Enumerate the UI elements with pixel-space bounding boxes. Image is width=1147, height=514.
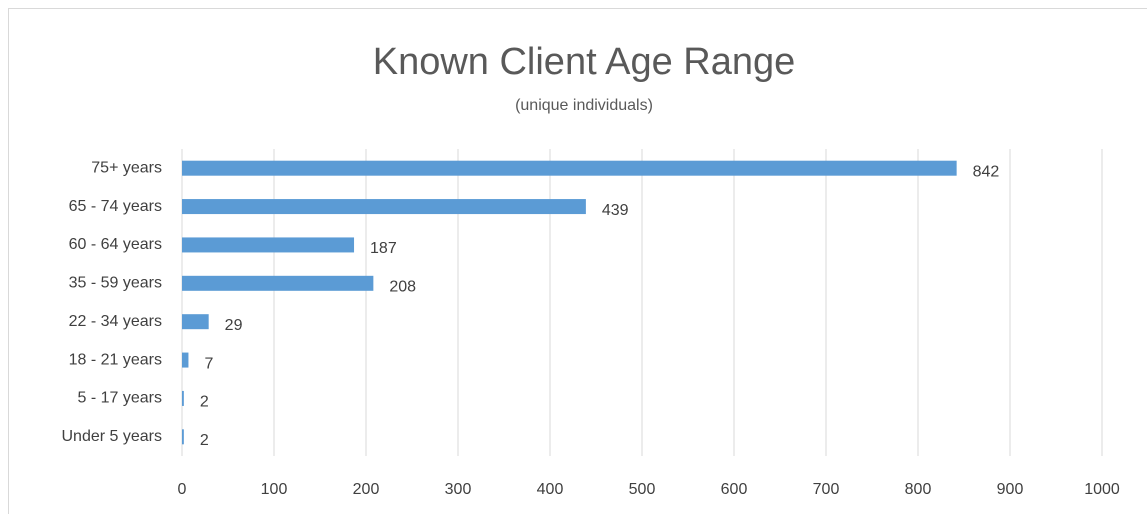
data-label: 7 bbox=[204, 355, 213, 372]
chart-title: Known Client Age Range bbox=[373, 41, 796, 83]
bar bbox=[182, 275, 374, 291]
data-label: 2 bbox=[200, 394, 209, 411]
x-tick-label: 0 bbox=[178, 481, 187, 498]
x-tick-label: 800 bbox=[905, 481, 932, 498]
chart-subtitle: (unique individuals) bbox=[515, 97, 653, 114]
y-tick-label: Under 5 years bbox=[62, 428, 163, 445]
x-tick-label: 400 bbox=[537, 481, 564, 498]
x-tick-label: 200 bbox=[353, 481, 380, 498]
data-label: 2 bbox=[200, 432, 209, 449]
x-tick-label: 500 bbox=[629, 481, 656, 498]
chart-border bbox=[8, 8, 1147, 514]
data-label: 187 bbox=[370, 240, 397, 257]
data-label: 439 bbox=[602, 202, 629, 219]
data-label: 29 bbox=[225, 317, 243, 334]
y-tick-label: 35 - 59 years bbox=[69, 275, 162, 292]
bar bbox=[182, 160, 957, 176]
bar bbox=[182, 390, 184, 406]
y-tick-label: 5 - 17 years bbox=[78, 390, 162, 407]
data-label: 842 bbox=[973, 163, 1000, 180]
bar bbox=[182, 237, 355, 253]
x-tick-label: 1000 bbox=[1084, 481, 1120, 498]
x-tick-label: 300 bbox=[445, 481, 472, 498]
y-tick-label: 18 - 21 years bbox=[69, 351, 162, 368]
bar bbox=[182, 352, 189, 368]
bar bbox=[182, 199, 586, 215]
x-tick-label: 600 bbox=[721, 481, 748, 498]
y-tick-label: 60 - 64 years bbox=[69, 236, 162, 253]
y-tick-label: 65 - 74 years bbox=[69, 198, 162, 215]
x-tick-label: 900 bbox=[997, 481, 1024, 498]
bar bbox=[182, 314, 209, 330]
y-tick-label: 22 - 34 years bbox=[69, 313, 162, 330]
data-label: 208 bbox=[389, 279, 416, 296]
x-tick-label: 100 bbox=[261, 481, 288, 498]
y-tick-label: 75+ years bbox=[91, 159, 162, 176]
x-tick-label: 700 bbox=[813, 481, 840, 498]
bar bbox=[182, 429, 184, 445]
